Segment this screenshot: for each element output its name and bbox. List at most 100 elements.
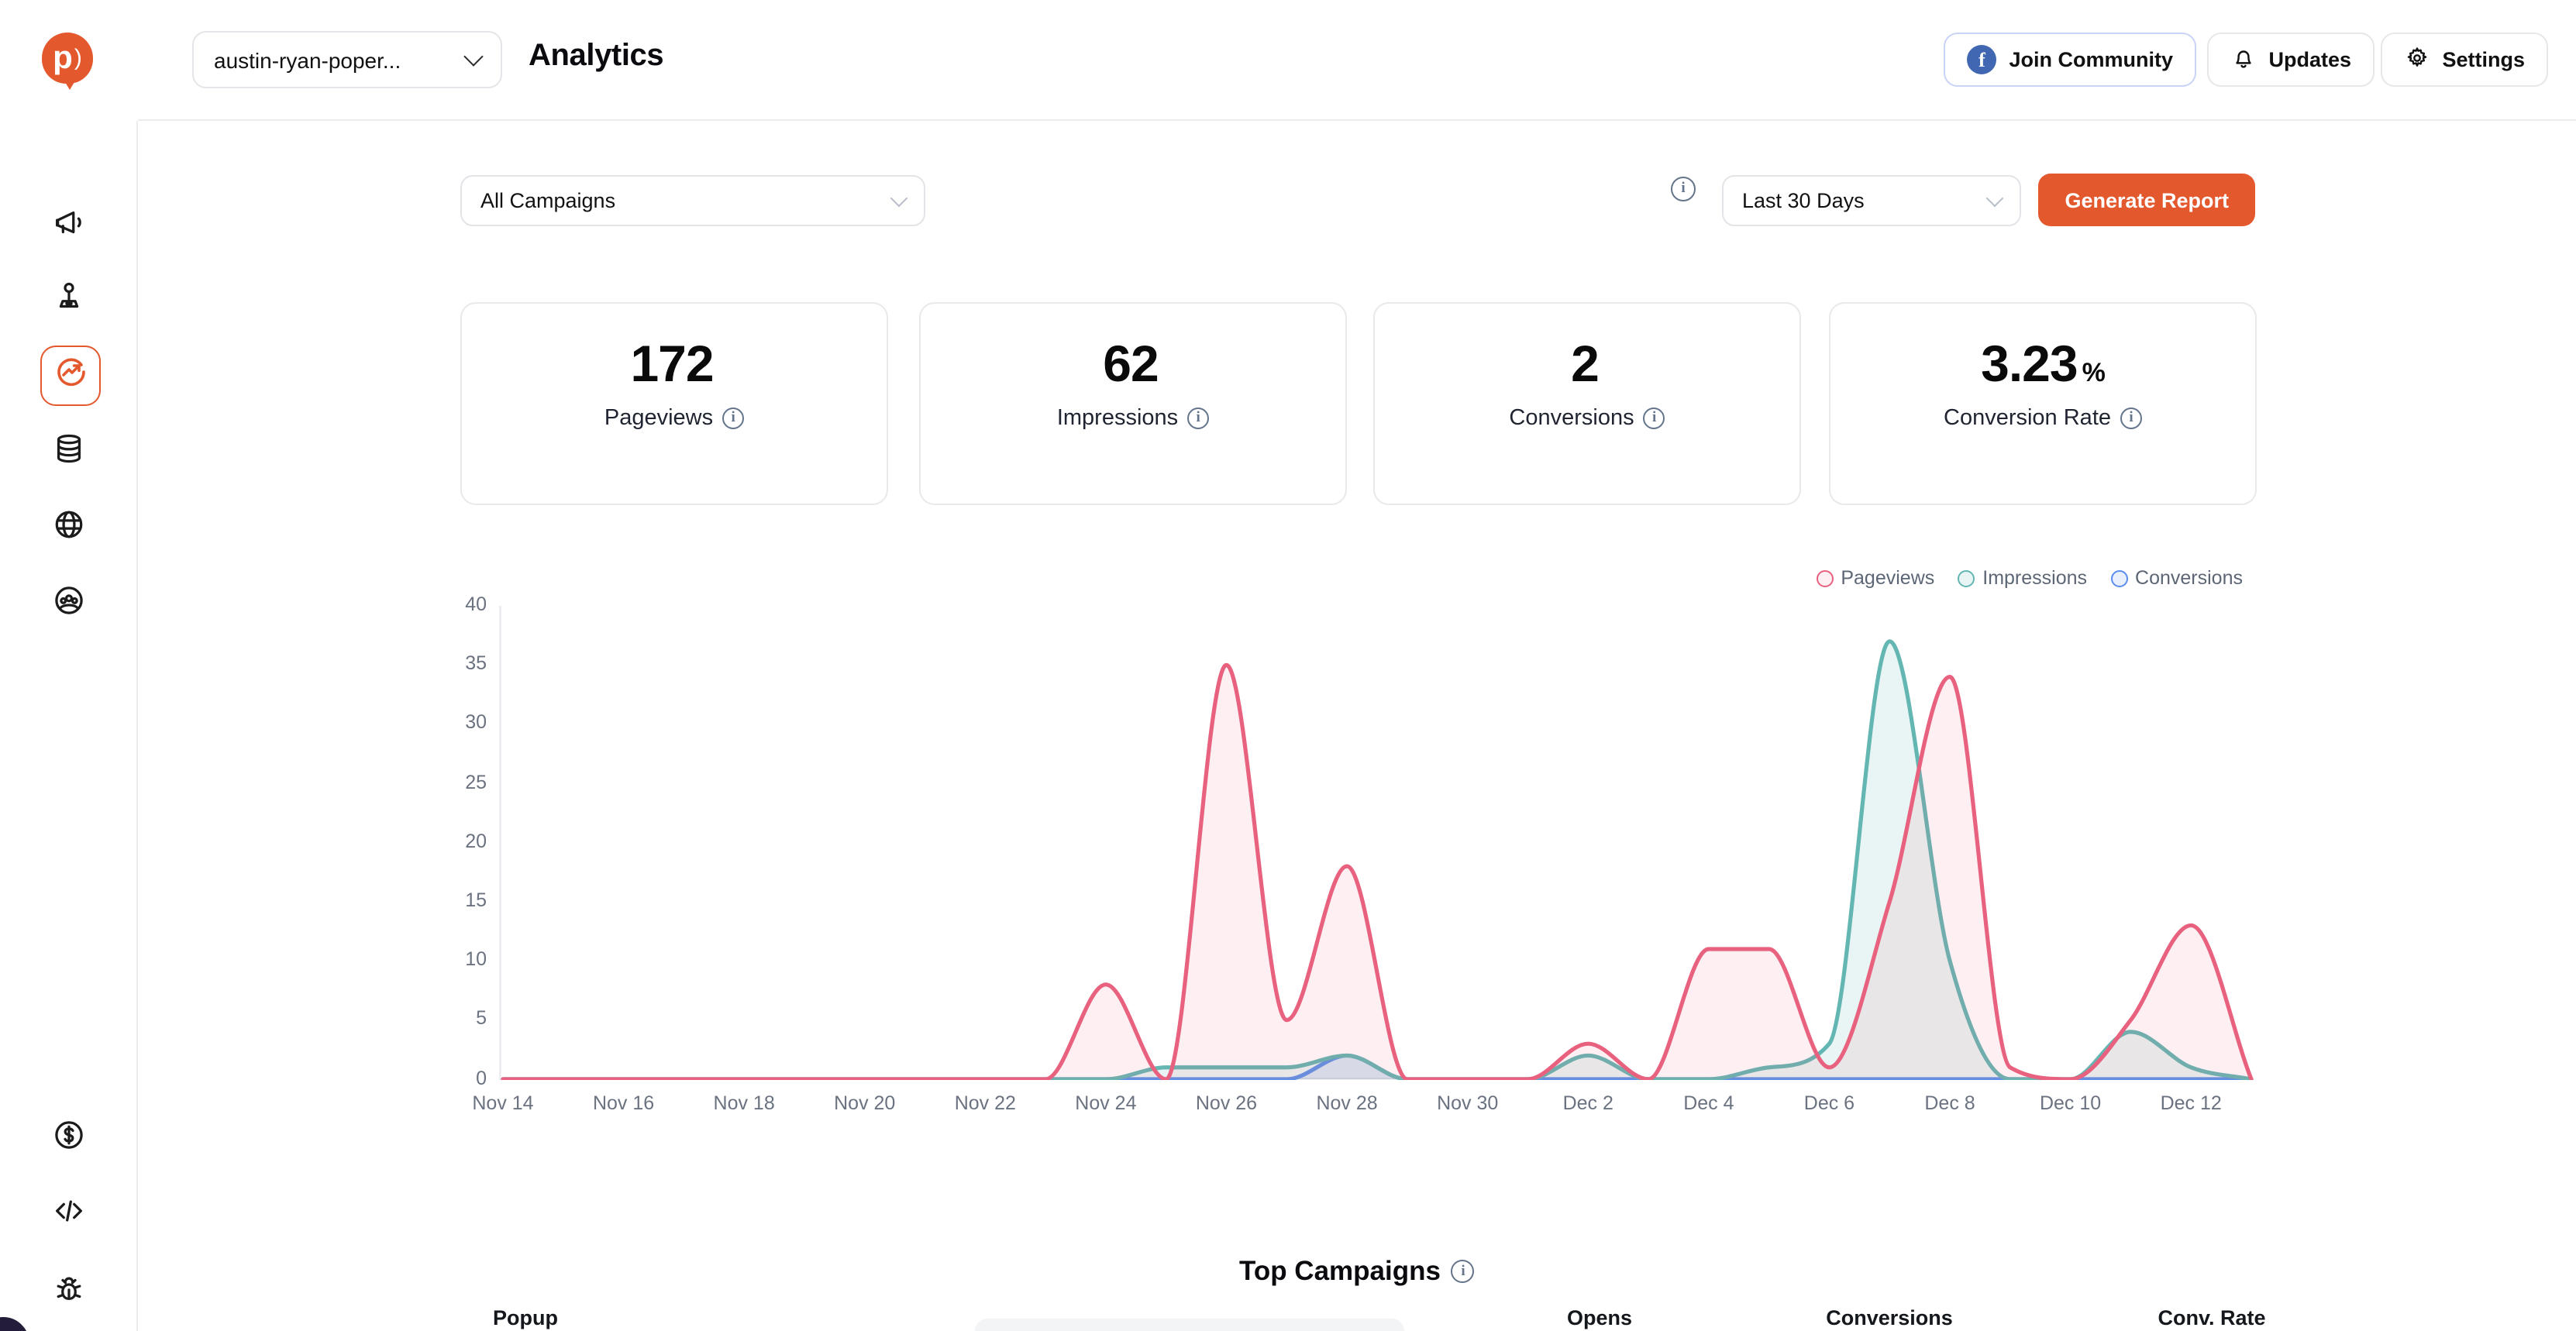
legend-label: Impressions [1982, 567, 2088, 589]
joystick-icon [51, 278, 87, 322]
sidebar: p) [0, 0, 138, 1331]
sidebar-item-sites[interactable] [50, 508, 88, 547]
chevron-down-icon [890, 188, 908, 207]
stat-label: Conversions [1509, 406, 1634, 431]
updates-label: Updates [2268, 48, 2351, 71]
stat-card-conversions: 2 Conversions i [1373, 302, 1801, 505]
code-icon [51, 1192, 87, 1236]
column-header-popup: Popup [493, 1306, 558, 1329]
facebook-icon: f [1967, 45, 1997, 74]
legend-label: Pageviews [1841, 567, 1935, 589]
stat-card-conversion-rate: 3.23% Conversion Rate i [1829, 302, 2257, 505]
header-divider [138, 119, 2576, 121]
stat-card-pageviews: 172 Pageviews i [460, 302, 888, 505]
stat-label: Conversion Rate [1944, 406, 2111, 431]
stat-value: 2 [1571, 335, 1600, 392]
sidebar-item-campaigns[interactable] [50, 206, 88, 245]
y-tick-label: 20 [465, 830, 487, 852]
analytics-icon [52, 353, 89, 398]
y-tick-label: 15 [465, 889, 487, 911]
legend-item-pageviews[interactable]: Pageviews [1816, 567, 1934, 589]
column-header-conversions: Conversions [1826, 1306, 1953, 1329]
join-community-button[interactable]: f Join Community [1944, 33, 2196, 87]
legend-item-conversions[interactable]: Conversions [2110, 567, 2243, 589]
logo-letter: p [53, 40, 73, 76]
stat-value: 3.23 [1981, 335, 2078, 392]
x-tick-label: Dec 12 [2160, 1092, 2222, 1114]
dollar-icon [51, 1116, 87, 1160]
y-tick-label: 30 [465, 711, 487, 734]
settings-label: Settings [2442, 48, 2525, 71]
legend-item-impressions[interactable]: Impressions [1958, 567, 2087, 589]
generate-report-button[interactable]: Generate Report [2038, 174, 2255, 226]
impressions-swatch-icon [1958, 569, 1975, 586]
settings-button[interactable]: Settings [2380, 33, 2548, 87]
join-community-label: Join Community [2009, 48, 2173, 71]
column-header-conv-rate: Conv. Rate [2158, 1306, 2266, 1329]
legend-label: Conversions [2135, 567, 2243, 589]
chart-legend: Pageviews Impressions Conversions [1816, 567, 2243, 589]
y-tick-label: 5 [476, 1007, 487, 1030]
info-icon[interactable]: i [722, 408, 745, 429]
x-tick-label: Nov 30 [1437, 1092, 1499, 1114]
sidebar-item-developer[interactable] [50, 1195, 88, 1233]
date-range-value: Last 30 Days [1742, 189, 1865, 212]
info-icon[interactable]: i [1187, 408, 1210, 429]
workspace-selector[interactable]: austin-ryan-poper... [192, 31, 502, 88]
audience-icon [51, 582, 87, 625]
sidebar-item-analytics-active[interactable] [40, 346, 101, 406]
sidebar-item-debug[interactable] [50, 1272, 88, 1311]
x-tick-label: Nov 26 [1195, 1092, 1258, 1114]
stat-value: 172 [630, 335, 714, 392]
stat-value: 62 [1103, 335, 1159, 392]
stat-label: Pageviews [604, 406, 714, 431]
megaphone-icon [51, 204, 87, 247]
x-tick-label: Dec 6 [1803, 1092, 1855, 1114]
pageviews-swatch-icon [1816, 569, 1834, 586]
info-icon[interactable]: i [1643, 408, 1665, 429]
campaign-filter-value: All Campaigns [480, 189, 616, 212]
stat-label: Impressions [1056, 406, 1179, 431]
poper-logo[interactable]: p) [42, 33, 93, 84]
updates-button[interactable]: Updates [2206, 33, 2375, 87]
chevron-down-icon [1985, 188, 2004, 207]
date-range-select[interactable]: Last 30 Days [1722, 175, 2021, 226]
info-icon[interactable]: i [1451, 1260, 1475, 1283]
sidebar-item-controls[interactable] [50, 280, 88, 319]
date-range-info-icon[interactable]: i [1671, 177, 1696, 201]
gear-icon [2403, 44, 2430, 75]
analytics-area-chart[interactable] [499, 606, 2254, 1080]
column-header-opens: Opens [1566, 1306, 1632, 1329]
chevron-down-icon [463, 46, 484, 67]
y-tick-label: 35 [465, 652, 487, 675]
y-tick-label: 25 [465, 771, 487, 793]
x-tick-label: Dec 2 [1562, 1092, 1613, 1114]
x-tick-label: Nov 16 [592, 1092, 655, 1114]
x-tick-label: Nov 14 [472, 1092, 534, 1114]
sidebar-divider [136, 121, 138, 1331]
y-tick-label: 0 [476, 1067, 487, 1089]
x-tick-label: Nov 20 [834, 1092, 896, 1114]
bug-icon [51, 1270, 87, 1313]
top-campaigns-title: Top Campaigns [1239, 1255, 1441, 1286]
campaign-filter-select[interactable]: All Campaigns [460, 175, 925, 226]
x-tick-label: Nov 24 [1075, 1092, 1137, 1114]
conversions-swatch-icon [2110, 569, 2128, 586]
x-tick-label: Dec 8 [1924, 1092, 1975, 1114]
x-tick-label: Dec 4 [1683, 1092, 1734, 1114]
database-icon [51, 430, 87, 473]
x-tick-label: Nov 22 [954, 1092, 1016, 1114]
sidebar-item-billing[interactable] [50, 1119, 88, 1157]
sidebar-item-audience[interactable] [50, 584, 88, 623]
campaign-thumbnail [975, 1319, 1404, 1331]
page-title: Analytics [529, 39, 664, 73]
sidebar-item-data[interactable] [50, 432, 88, 471]
y-tick-label: 10 [465, 948, 487, 971]
top-campaigns-heading: Top Campaigns i [138, 1255, 2576, 1288]
x-tick-label: Nov 28 [1316, 1092, 1378, 1114]
info-icon[interactable]: i [2120, 408, 2142, 429]
y-tick-label: 40 [465, 593, 487, 615]
x-tick-label: Nov 18 [713, 1092, 775, 1114]
bell-icon [2230, 44, 2256, 75]
